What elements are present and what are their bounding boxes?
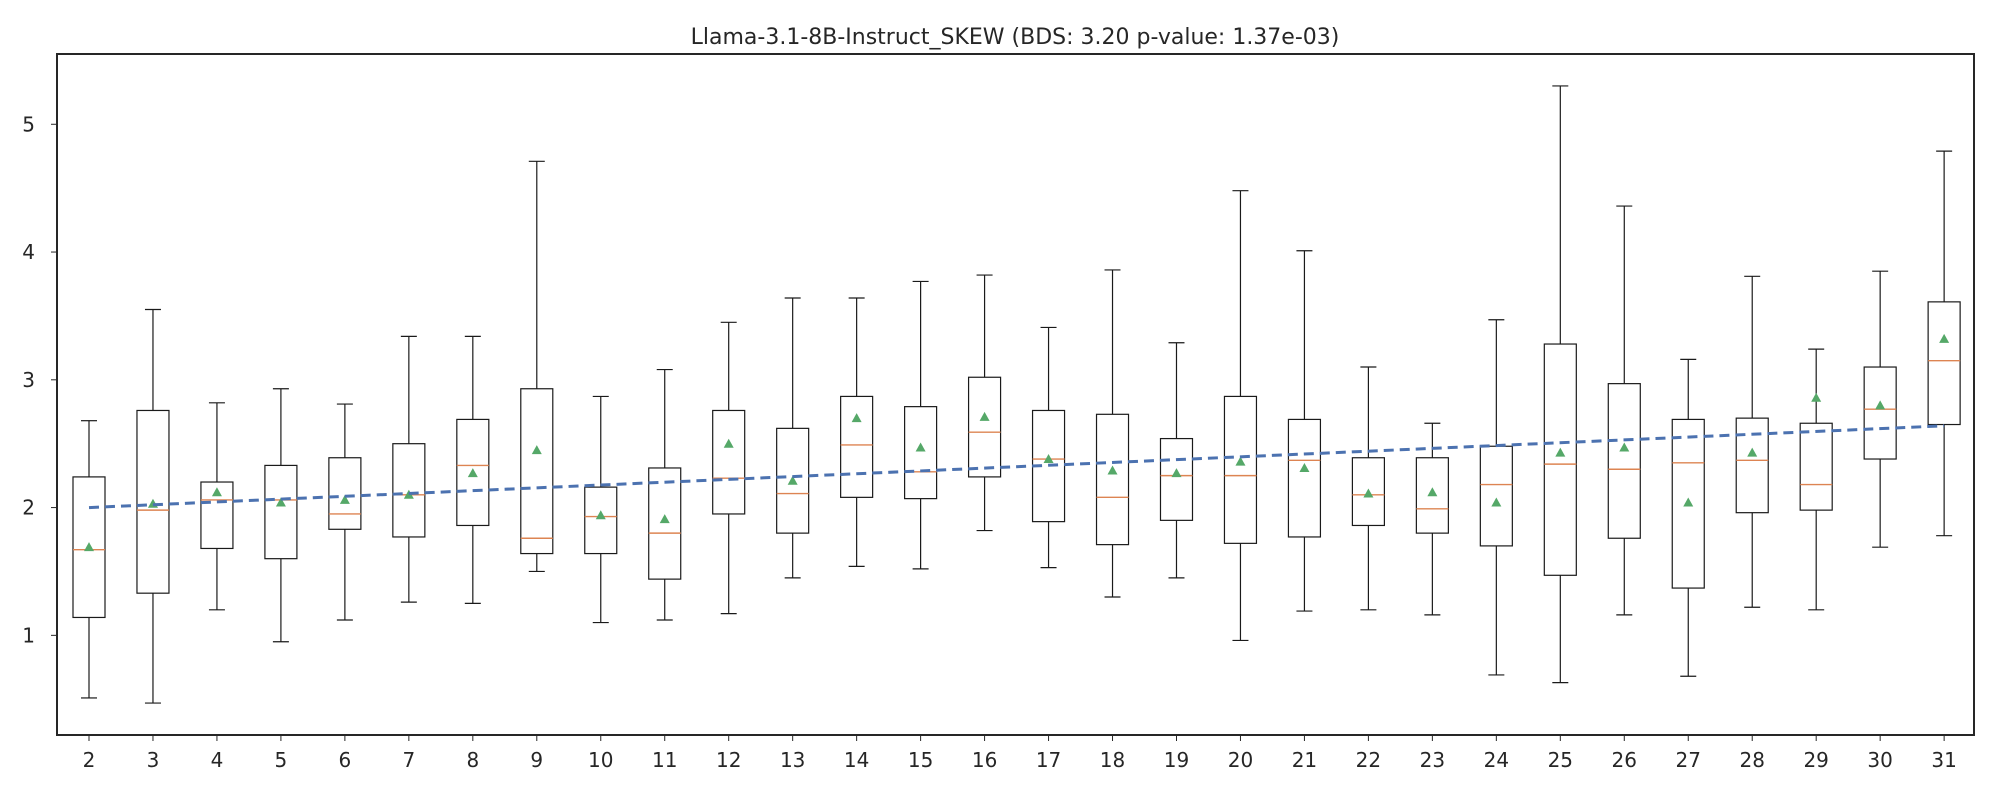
box-iqr: [520, 388, 554, 555]
x-tick-label: 6: [339, 748, 352, 772]
x-tick-label: 31: [1931, 748, 1956, 772]
x-tick-label: 24: [1484, 748, 1509, 772]
box-iqr: [200, 481, 234, 550]
axes-frame: [56, 53, 1975, 736]
y-tick-label: 1: [22, 623, 35, 647]
mean-marker: [531, 445, 542, 455]
mean-marker: [1171, 468, 1182, 478]
x-tick-label: 10: [588, 748, 613, 772]
box-iqr: [1479, 445, 1513, 547]
x-tick-label: 11: [652, 748, 677, 772]
box-iqr: [648, 467, 682, 580]
x-tick-label: 17: [1036, 748, 1061, 772]
box-iqr: [712, 409, 746, 515]
mean-marker: [339, 494, 350, 504]
x-tick-label: 29: [1803, 748, 1828, 772]
box-iqr: [1351, 457, 1386, 527]
x-tick-label: 22: [1356, 748, 1381, 772]
trend-line: [88, 424, 1945, 510]
mean-marker: [1939, 333, 1950, 343]
box-iqr: [1095, 413, 1130, 546]
mean-marker: [1619, 442, 1630, 452]
mean-marker: [211, 487, 222, 497]
x-tick-label: 18: [1100, 748, 1125, 772]
x-tick-label: 19: [1164, 748, 1189, 772]
mean-marker: [851, 413, 862, 423]
x-tick-label: 25: [1548, 748, 1573, 772]
x-tick-label: 16: [972, 748, 997, 772]
box-iqr: [1223, 395, 1258, 544]
x-tick-label: 12: [716, 748, 741, 772]
x-tick-label: 23: [1420, 748, 1445, 772]
box-iqr: [328, 457, 362, 530]
x-tick-label: 5: [275, 748, 288, 772]
mean-marker: [1235, 456, 1246, 466]
x-tick-label: 3: [147, 748, 160, 772]
box-iqr: [904, 406, 938, 500]
mean-marker: [595, 510, 606, 520]
box-iqr: [72, 476, 106, 619]
x-tick-label: 30: [1867, 748, 1892, 772]
box-iqr: [456, 418, 490, 527]
box-iqr: [136, 409, 170, 594]
mean-marker: [275, 497, 286, 507]
y-tick-label: 2: [22, 496, 35, 520]
box-iqr: [967, 376, 1002, 478]
x-tick-label: 28: [1739, 748, 1764, 772]
x-tick-label: 9: [530, 748, 543, 772]
mean-marker: [1043, 454, 1054, 464]
mean-marker: [1811, 392, 1822, 402]
box-iqr: [1927, 301, 1961, 426]
mean-marker: [1875, 400, 1886, 410]
mean-marker: [1107, 465, 1118, 475]
box-iqr: [776, 427, 810, 534]
box-iqr: [840, 395, 874, 498]
box-iqr: [1159, 437, 1194, 521]
mean-marker: [723, 438, 734, 448]
box-iqr: [1863, 366, 1897, 460]
y-tick-label: 5: [22, 112, 35, 136]
mean-marker: [915, 442, 926, 452]
x-tick-label: 21: [1292, 748, 1317, 772]
box-iqr: [1607, 383, 1641, 539]
box-iqr: [392, 443, 426, 538]
box-iqr: [1287, 418, 1322, 538]
x-tick-label: 20: [1228, 748, 1253, 772]
x-tick-label: 7: [402, 748, 415, 772]
x-tick-label: 14: [844, 748, 869, 772]
x-tick-label: 2: [83, 748, 96, 772]
box-iqr: [1671, 418, 1705, 589]
box-iqr: [1799, 422, 1833, 511]
mean-marker: [979, 411, 990, 421]
box-iqr: [584, 486, 618, 555]
box-iqr: [264, 464, 298, 560]
x-tick-label: 26: [1612, 748, 1637, 772]
x-tick-label: 13: [780, 748, 805, 772]
box-iqr: [1543, 343, 1577, 576]
mean-marker: [1299, 462, 1310, 472]
mean-marker: [1747, 447, 1758, 457]
mean-marker: [1683, 497, 1694, 507]
mean-marker: [1427, 487, 1438, 497]
mean-marker: [84, 542, 94, 552]
chart-title: Llama-3.1-8B-Instruct_SKEW (BDS: 3.20 p-…: [691, 25, 1340, 50]
y-tick-label: 3: [22, 368, 35, 392]
mean-marker: [467, 468, 478, 478]
y-tick-label: 4: [22, 240, 35, 264]
mean-marker: [1555, 447, 1566, 457]
x-tick-label: 8: [466, 748, 479, 772]
mean-marker: [787, 475, 798, 485]
box-iqr: [1415, 457, 1449, 534]
x-tick-label: 15: [908, 748, 933, 772]
x-tick-label: 4: [211, 748, 224, 772]
box-iqr: [1735, 417, 1769, 514]
mean-marker: [1491, 497, 1502, 507]
mean-marker: [1363, 488, 1374, 498]
mean-marker: [659, 514, 670, 524]
x-tick-label: 27: [1676, 748, 1701, 772]
